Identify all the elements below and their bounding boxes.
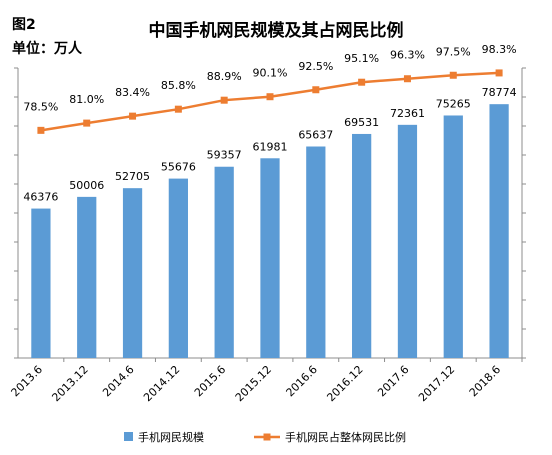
- bar-data-label: 65637: [298, 129, 333, 142]
- x-tick-label: 2015.6: [192, 363, 228, 399]
- legend-swatch-bar: [124, 432, 133, 441]
- bar-data-label: 78774: [482, 86, 517, 99]
- bar: [214, 166, 234, 358]
- line-data-label: 97.5%: [436, 45, 471, 58]
- line-data-label: 95.1%: [344, 52, 379, 65]
- line-data-label: 90.1%: [253, 67, 288, 80]
- bar-data-label: 52705: [115, 170, 150, 183]
- unit-label: 单位：万人: [12, 41, 82, 57]
- line-data-label: 92.5%: [298, 60, 333, 73]
- bar: [306, 146, 326, 358]
- line-point: [37, 126, 45, 134]
- bar-data-label: 50006: [69, 179, 104, 192]
- line-series: [40, 71, 500, 132]
- x-tick-label: 2013.12: [49, 363, 90, 404]
- bar-data-label: 46376: [23, 191, 58, 204]
- legend-label-line: 手机网民占整体网民比例: [285, 430, 406, 444]
- line-point: [403, 75, 411, 83]
- bar-data-label: 61981: [253, 140, 288, 153]
- bar: [352, 133, 372, 358]
- x-tick-label: 2017.12: [416, 363, 457, 404]
- line-data-label: 98.3%: [482, 43, 517, 56]
- line-point: [174, 105, 182, 113]
- bar: [489, 104, 509, 358]
- line-data-label: 78.5%: [23, 100, 58, 113]
- bar-data-label: 69531: [344, 116, 379, 129]
- line-data-label: 96.3%: [390, 49, 425, 62]
- line-point: [266, 93, 274, 101]
- x-tick-label: 2015.12: [233, 363, 274, 404]
- x-tick-label: 2014.6: [100, 363, 136, 399]
- legend-marker-line: [263, 433, 271, 441]
- bar-data-label: 75265: [436, 97, 471, 110]
- line-point: [495, 69, 503, 77]
- bar: [122, 188, 143, 358]
- x-tick-label: 2016.12: [324, 363, 365, 404]
- line-point: [83, 119, 91, 127]
- x-tick-label: 2017.6: [375, 363, 411, 399]
- x-tick-label: 2013.6: [9, 363, 45, 399]
- line-point: [358, 78, 366, 86]
- line-data-label: 81.0%: [69, 93, 104, 106]
- bar: [443, 115, 463, 358]
- legend-label-bar: 手机网民规模: [138, 430, 204, 444]
- line-data-label: 83.4%: [115, 86, 150, 99]
- x-tick-label: 2016.6: [284, 363, 320, 399]
- bar-data-label: 55676: [161, 161, 196, 174]
- line-data-label: 88.9%: [207, 70, 242, 83]
- bar-data-label: 72361: [390, 107, 425, 120]
- bar: [168, 178, 188, 358]
- figure-label: 图2: [12, 17, 36, 33]
- bar-data-label: 59357: [207, 149, 242, 162]
- line-data-label: 85.8%: [161, 79, 196, 92]
- bar: [31, 208, 51, 358]
- line-point: [449, 71, 457, 79]
- bar: [77, 196, 97, 358]
- bar: [260, 158, 280, 358]
- line-point: [129, 112, 137, 120]
- x-tick-label: 2014.12: [141, 363, 182, 404]
- chart-title: 中国手机网民规模及其占网民比例: [148, 21, 404, 41]
- x-tick-label: 2018.6: [467, 363, 503, 399]
- line-point: [312, 86, 320, 94]
- line-point: [220, 96, 228, 104]
- bar: [397, 124, 418, 358]
